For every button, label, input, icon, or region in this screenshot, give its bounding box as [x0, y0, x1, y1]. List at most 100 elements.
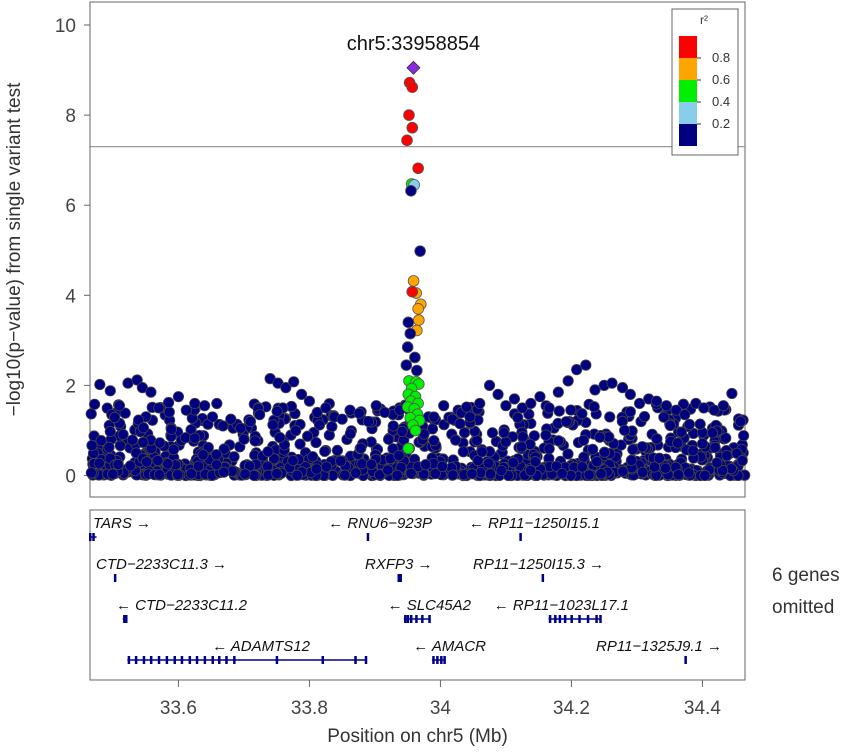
gene-exon [211, 656, 214, 664]
data-point [271, 467, 283, 480]
data-point [104, 425, 116, 438]
data-point [577, 434, 590, 446]
data-point [154, 437, 166, 449]
gene-exon [149, 656, 153, 664]
gene-exon [218, 656, 221, 664]
data-point [344, 428, 356, 440]
data-point [104, 385, 116, 397]
data-point [409, 424, 422, 437]
data-point [262, 446, 274, 458]
data-point [210, 449, 223, 461]
data-point [447, 469, 459, 481]
data-point [720, 432, 732, 444]
gene-label: CTD−2233C11.3 → [96, 556, 227, 573]
data-point [370, 400, 382, 412]
data-point [636, 441, 648, 453]
r2-legend: r² 0.8 0.6 0.4 0.2 [671, 8, 739, 156]
data-point [119, 407, 131, 419]
data-point [291, 469, 303, 481]
legend-label: 0.6 [712, 72, 730, 87]
gene-exon [113, 574, 117, 582]
data-point [107, 468, 119, 480]
data-point [280, 382, 292, 394]
data-point [350, 467, 362, 479]
data-point [651, 433, 663, 445]
data-point [218, 443, 230, 455]
gene-exon [578, 615, 581, 623]
data-point [562, 448, 574, 460]
data-point [288, 376, 300, 388]
data-point [197, 449, 209, 461]
gene-exon [595, 615, 598, 623]
legend-label: 0.2 [712, 116, 730, 131]
data-point [238, 433, 250, 445]
data-point [495, 464, 507, 477]
data-point [165, 423, 177, 435]
data-point [492, 388, 504, 401]
data-point [407, 275, 420, 287]
data-point [85, 467, 97, 479]
data-point [595, 468, 607, 480]
data-point [694, 418, 706, 430]
data-point [319, 445, 331, 457]
data-point [405, 467, 417, 480]
data-point [86, 439, 98, 452]
data-point [93, 457, 105, 469]
data-point [413, 314, 425, 326]
data-point [406, 121, 419, 134]
data-point [429, 468, 441, 480]
data-point [580, 359, 592, 371]
legend-label: 0.8 [712, 50, 730, 65]
data-point [616, 382, 629, 394]
data-point [650, 395, 663, 407]
data-point [588, 401, 600, 413]
gene-exon [225, 656, 228, 664]
data-point [85, 408, 97, 420]
legend-swatch [679, 102, 697, 124]
data-point [507, 457, 519, 469]
gene-exon [415, 615, 418, 623]
legend-swatch [679, 58, 697, 80]
data-point [486, 427, 499, 439]
data-point [391, 469, 403, 482]
data-point [267, 419, 279, 431]
data-point [355, 442, 367, 454]
gene-label: ← AMACR [413, 638, 486, 655]
data-point [717, 400, 729, 412]
gene-exon [432, 656, 435, 664]
data-point [633, 397, 646, 410]
data-point [145, 386, 157, 398]
data-point [534, 391, 546, 403]
data-point [721, 450, 733, 462]
gene-exon [195, 656, 199, 664]
data-point [648, 461, 661, 473]
data-point [228, 451, 240, 463]
gene-label: ← RP11−1250I15.1 [469, 515, 600, 532]
x-tick-label: 33.8 [291, 698, 328, 719]
data-point [594, 431, 606, 443]
gene-exon [554, 615, 557, 623]
data-point [131, 374, 143, 386]
data-point [428, 435, 440, 447]
data-point [303, 395, 316, 407]
data-point [172, 469, 184, 481]
data-point [683, 467, 695, 479]
legend-label: 0.4 [712, 94, 730, 109]
gene-exon [203, 656, 207, 664]
data-point [457, 446, 469, 458]
data-point [153, 402, 165, 414]
data-point [464, 411, 476, 423]
data-point [141, 456, 153, 468]
lead-snp: chr5:33958854 [347, 33, 480, 75]
data-point [653, 452, 665, 464]
data-point [112, 458, 124, 471]
data-point [517, 431, 529, 443]
gene-label: ← RP11−1023L17.1 [494, 597, 629, 614]
data-point [540, 429, 552, 441]
gene-label: ← ADAMTS12 [212, 638, 310, 655]
data-point [461, 401, 473, 413]
gene-exon [142, 656, 146, 664]
gene-exon [548, 615, 552, 623]
data-point [706, 427, 719, 439]
data-point [553, 405, 565, 417]
